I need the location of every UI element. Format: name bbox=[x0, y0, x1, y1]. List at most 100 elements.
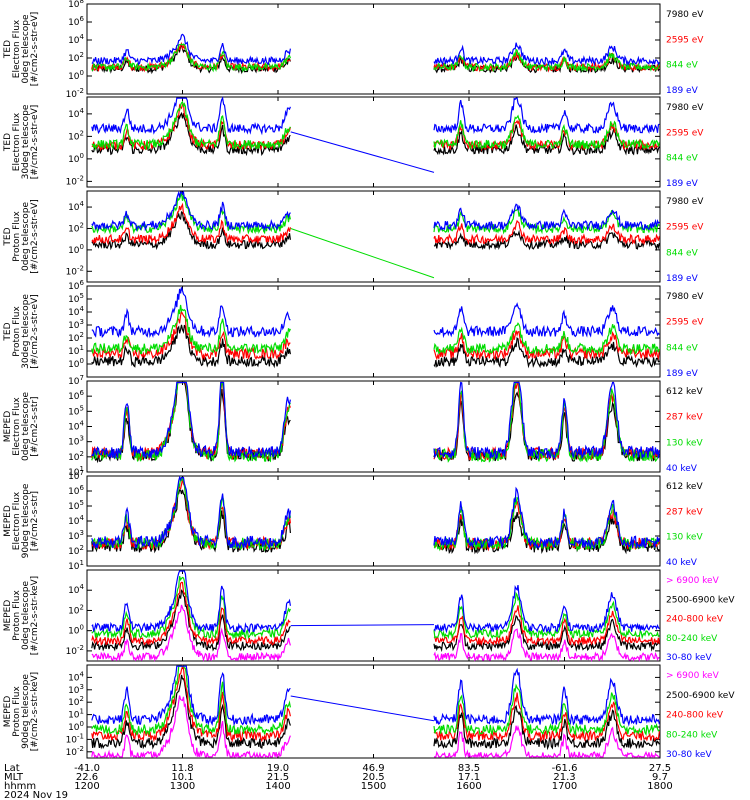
y-axis-label: Electron Flux bbox=[12, 112, 22, 171]
trace-blue-1 bbox=[433, 584, 660, 634]
panel-1: 10-2 100 102 104 106 108 TED Electron Flux 0deg … bbox=[3, 0, 704, 100]
legend-entry: 130 keV bbox=[666, 533, 703, 543]
y-tick-label: 100 bbox=[68, 357, 84, 370]
y-tick-label: 102 bbox=[68, 695, 84, 708]
legend-entry: 612 keV bbox=[666, 482, 703, 492]
y-axis-label: MEPED bbox=[3, 411, 13, 443]
panel-2: 10-2 100 102 104 TED Electron Flux 30deg teles… bbox=[3, 96, 704, 189]
trace-black-0 bbox=[91, 324, 291, 369]
trace-magenta-0 bbox=[91, 604, 291, 662]
trace-green-0 bbox=[91, 576, 291, 640]
y-axis-label: Electron Flux bbox=[12, 397, 22, 456]
x-label-hhmm: 1600 bbox=[456, 781, 481, 792]
legend-entry: 80-240 keV bbox=[666, 730, 718, 740]
x-label-lat: 83.5 bbox=[458, 763, 480, 774]
y-axis-label: TED bbox=[3, 40, 13, 59]
x-label-lat: -41.0 bbox=[74, 763, 100, 774]
trace-black-1 bbox=[433, 614, 660, 653]
x-label-mlt: 21.5 bbox=[267, 772, 289, 783]
y-axis-label: [#/cm2-s-str-keV] bbox=[30, 576, 40, 655]
trace-green-1 bbox=[433, 48, 660, 73]
x-label-hhmm: 1300 bbox=[170, 781, 195, 792]
legend-entry: 2595 eV bbox=[666, 128, 704, 138]
y-tick-label: 104 bbox=[68, 420, 84, 433]
y-axis-label: [#/cm2-s-str-eV] bbox=[30, 294, 40, 369]
y-axis-label: [#/cm2-s-str] bbox=[30, 396, 40, 456]
x-label-mlt: 17.1 bbox=[458, 772, 480, 783]
legend-entry: 287 keV bbox=[666, 413, 703, 423]
trace-green-1 bbox=[433, 114, 660, 151]
legend-entry: 7980 eV bbox=[666, 197, 704, 207]
y-axis-label: 0deg telescope bbox=[21, 581, 31, 651]
y-tick-label: 104 bbox=[68, 305, 84, 318]
legend-entry: 844 eV bbox=[666, 248, 699, 258]
x-label-mlt: 9.7 bbox=[652, 772, 668, 783]
y-axis-label: 0deg telescope bbox=[21, 392, 31, 462]
legend-entry: 2595 eV bbox=[666, 318, 704, 328]
panel-frame bbox=[86, 190, 661, 283]
x-label-hhmm: 1400 bbox=[265, 781, 290, 792]
y-axis-label: TED bbox=[3, 133, 13, 152]
y-tick-label: 106 bbox=[68, 484, 84, 497]
y-tick-label: 100 bbox=[68, 720, 84, 733]
y-axis-label: Electron Flux bbox=[12, 491, 22, 550]
trace-blue-0 bbox=[91, 96, 291, 136]
trace-blue-1 bbox=[433, 486, 660, 550]
y-tick-label: 102 bbox=[68, 603, 84, 616]
trace-blue-0 bbox=[91, 665, 291, 727]
trace-blue-1 bbox=[433, 302, 660, 339]
trace-blue-0 bbox=[91, 190, 291, 232]
trace-black-1 bbox=[433, 229, 660, 251]
x-row-label-date: 2024 Nov 19 bbox=[4, 790, 68, 800]
trace-red-0 bbox=[91, 202, 291, 246]
trace-green-1 bbox=[433, 591, 660, 640]
trace-red-0 bbox=[91, 581, 291, 647]
x-label-lat: 46.9 bbox=[362, 763, 384, 774]
legend-entry: 189 eV bbox=[666, 274, 699, 284]
x-label-hhmm: 1200 bbox=[74, 781, 99, 792]
gap-bridge-line bbox=[290, 695, 435, 722]
trace-green-0 bbox=[91, 665, 291, 737]
y-axis-label: MEPED bbox=[3, 505, 13, 537]
legend-entry: 2500-6900 keV bbox=[666, 691, 735, 701]
trace-black-1 bbox=[433, 336, 660, 369]
y-tick-label: 102 bbox=[68, 129, 84, 142]
legend-entry: 7980 eV bbox=[666, 103, 704, 113]
legend-entry: 240-800 keV bbox=[666, 711, 724, 721]
x-row-label-lat: Lat bbox=[4, 763, 20, 774]
legend-entry: 40 keV bbox=[666, 558, 698, 568]
y-axis-label: [#/cm2-s-str] bbox=[30, 491, 40, 551]
y-tick-label: 103 bbox=[68, 435, 84, 448]
y-tick-label: 100 bbox=[68, 69, 84, 82]
y-axis-label: 0deg telescope bbox=[21, 14, 31, 84]
trace-blue-0 bbox=[91, 475, 291, 550]
gap-bridge-line bbox=[290, 227, 435, 279]
y-axis-label: TED bbox=[3, 322, 13, 341]
trace-red-0 bbox=[91, 310, 291, 361]
y-tick-label: 104 bbox=[68, 200, 84, 213]
trace-magenta-1 bbox=[434, 724, 660, 759]
x-label-mlt: 22.6 bbox=[76, 772, 98, 783]
panel-7: 10-2 100 102 104 MEPED Proton Flux 0deg telesc… bbox=[3, 569, 735, 663]
legend-entry: 7980 eV bbox=[666, 10, 704, 20]
legend-entry: 2595 eV bbox=[666, 35, 704, 45]
y-axis-label: MEPED bbox=[3, 600, 13, 632]
legend-entry: 30-80 keV bbox=[666, 750, 712, 760]
y-axis-label: 90deg telescope bbox=[21, 483, 31, 558]
legend-entry: > 6900 keV bbox=[666, 671, 720, 681]
x-label-lat: -61.6 bbox=[552, 763, 578, 774]
y-tick-label: 105 bbox=[68, 292, 84, 305]
y-tick-label: 107 bbox=[68, 374, 84, 387]
y-tick-label: 10-2 bbox=[66, 745, 84, 758]
trace-black-0 bbox=[91, 674, 291, 750]
y-tick-label: 10-2 bbox=[66, 264, 84, 277]
y-tick-label: 104 bbox=[68, 107, 84, 120]
legend-entry: 7980 eV bbox=[666, 292, 704, 302]
legend-entry: 189 eV bbox=[666, 86, 699, 96]
trace-blue-0 bbox=[91, 381, 291, 459]
legend-entry: 30-80 keV bbox=[666, 653, 712, 663]
y-tick-label: 104 bbox=[68, 33, 84, 46]
y-axis-label: 30deg telescope bbox=[21, 104, 31, 179]
y-axis-label: Proton Flux bbox=[12, 686, 22, 737]
